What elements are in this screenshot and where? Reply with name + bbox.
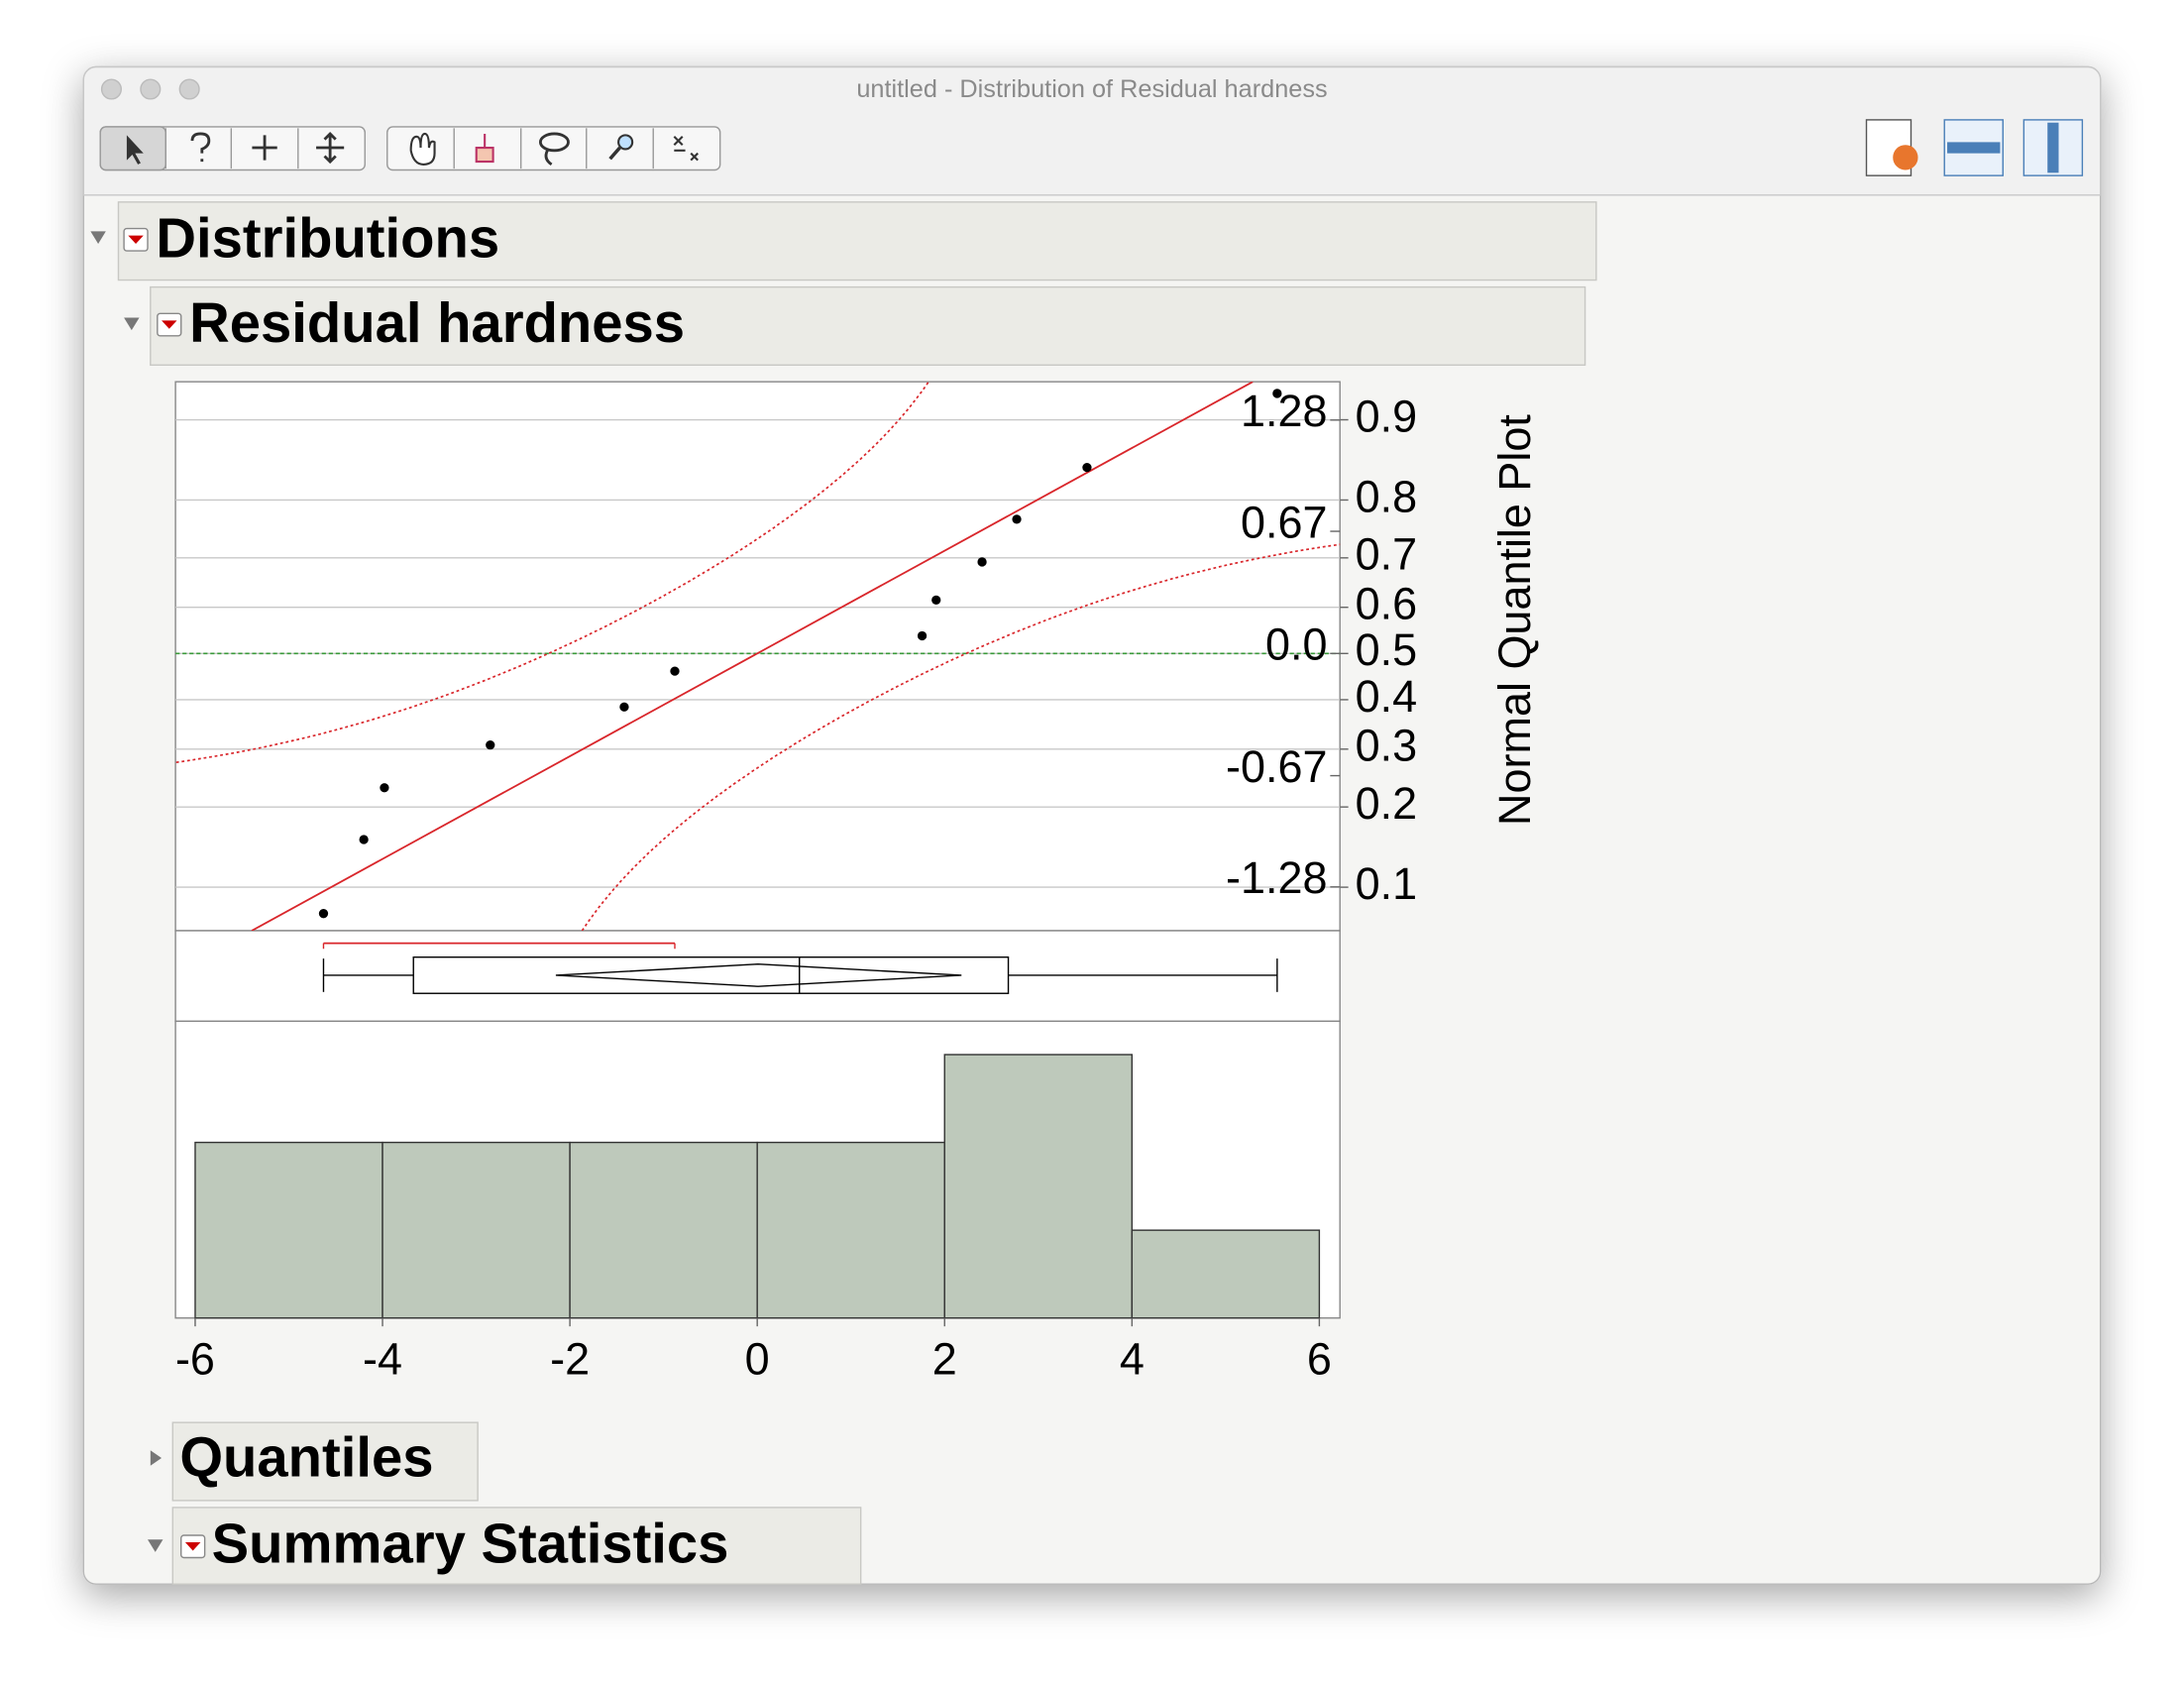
box	[412, 955, 1010, 994]
y-tick-label: -0.67	[1226, 741, 1328, 792]
toolbar	[99, 126, 721, 171]
zoom-handle	[608, 146, 621, 161]
x-tick-label: 2	[932, 1334, 957, 1385]
section-title: Quantiles	[179, 1425, 433, 1488]
crosshair-icon[interactable]	[252, 135, 277, 161]
x-tick-label: 0	[745, 1334, 770, 1385]
window-title: untitled - Distribution of Residual hard…	[856, 75, 1327, 103]
histogram-bar	[756, 1141, 945, 1319]
data-point	[670, 666, 680, 676]
y2-tick-label: 0.8	[1356, 471, 1418, 521]
y2-tick-label: 0.3	[1356, 721, 1418, 771]
disclosure-closed[interactable]	[150, 1450, 163, 1466]
data-point	[917, 630, 928, 641]
section-title: Summary Statistics	[212, 1513, 729, 1575]
red-triangle	[162, 320, 177, 329]
plot-layer: 0.9 0.8 0.70.60.50.40.3 0.2 0.1 1.28 0.67 0.0 -0…	[175, 382, 1418, 1385]
histogram-bar	[1131, 1229, 1321, 1319]
data-point	[359, 835, 369, 844]
red-triangle	[128, 235, 144, 245]
data-point	[318, 909, 329, 919]
disclosure-open[interactable]	[147, 1539, 164, 1552]
fit-line	[251, 382, 1254, 931]
mean-diamond	[555, 963, 962, 987]
y2-tick-label: 0.7	[1356, 529, 1418, 580]
data-point	[1012, 514, 1022, 524]
columns-highlight	[2047, 122, 2059, 173]
lasso-tail	[544, 150, 553, 167]
outline-header	[117, 201, 1597, 281]
histogram-bar	[194, 1141, 383, 1319]
x-tick-label: 6	[1307, 1334, 1332, 1385]
move-icon[interactable]	[316, 131, 345, 165]
lasso-icon[interactable]	[538, 132, 570, 153]
y2-tick-label: 0.1	[1356, 858, 1418, 909]
histogram-bar	[943, 1054, 1134, 1319]
annotate-icon[interactable]	[673, 136, 699, 162]
y-tick-label: -1.28	[1226, 852, 1328, 903]
data-point	[486, 740, 495, 750]
y-tick-label: 0.0	[1265, 619, 1328, 670]
y2-tick-label: 0.6	[1356, 579, 1418, 629]
minimize-button[interactable]	[140, 78, 162, 100]
y2-tick-label: 0.4	[1356, 671, 1418, 722]
x-tick-label: 4	[1120, 1334, 1145, 1385]
chart-title: Residual hardness	[189, 291, 685, 354]
y2-tick-label: 0.5	[1356, 624, 1418, 675]
y-tick-label: 0.67	[1241, 497, 1328, 547]
x-tick-label: -2	[550, 1334, 590, 1385]
data-point	[380, 783, 389, 793]
confidence-band	[581, 543, 1341, 931]
close-button[interactable]	[100, 78, 122, 100]
data-point	[619, 702, 629, 712]
y2-tick-label: 0.9	[1356, 391, 1418, 441]
jmp-badge	[1893, 145, 1918, 170]
disclosure-open[interactable]	[90, 231, 106, 245]
hand-icon[interactable]	[409, 132, 436, 166]
rows-highlight	[1947, 142, 2001, 154]
histogram-bar	[382, 1141, 571, 1319]
red-triangle	[184, 1542, 201, 1551]
data-point	[931, 595, 941, 606]
arrow-icon[interactable]	[126, 135, 144, 165]
y2-tick-label: 0.2	[1356, 778, 1418, 829]
tool-group	[386, 126, 721, 171]
outline-header	[150, 285, 1586, 366]
zoom-icon[interactable]	[617, 134, 634, 151]
data-point	[977, 557, 987, 567]
x-tick-label: -6	[175, 1334, 215, 1385]
brush-icon[interactable]	[475, 133, 494, 164]
data-point	[1082, 463, 1092, 473]
x-tick-label: -4	[363, 1334, 402, 1385]
disclosure-open[interactable]	[124, 317, 140, 331]
data-point	[1272, 389, 1282, 398]
quantile-plot	[175, 382, 1341, 931]
help-icon[interactable]	[190, 132, 211, 163]
section-title: Distributions	[156, 206, 499, 269]
histogram-bar	[569, 1141, 758, 1319]
zoom-button[interactable]	[178, 78, 200, 100]
y2-axis-title: Normal Quantile Plot	[1489, 414, 1540, 826]
y-tick-label: 1.28	[1241, 386, 1328, 436]
quantile-plot-frame	[174, 381, 1341, 932]
right-toolbar	[1865, 119, 2084, 176]
outline-header	[171, 1507, 862, 1585]
outline-header	[171, 1421, 479, 1502]
